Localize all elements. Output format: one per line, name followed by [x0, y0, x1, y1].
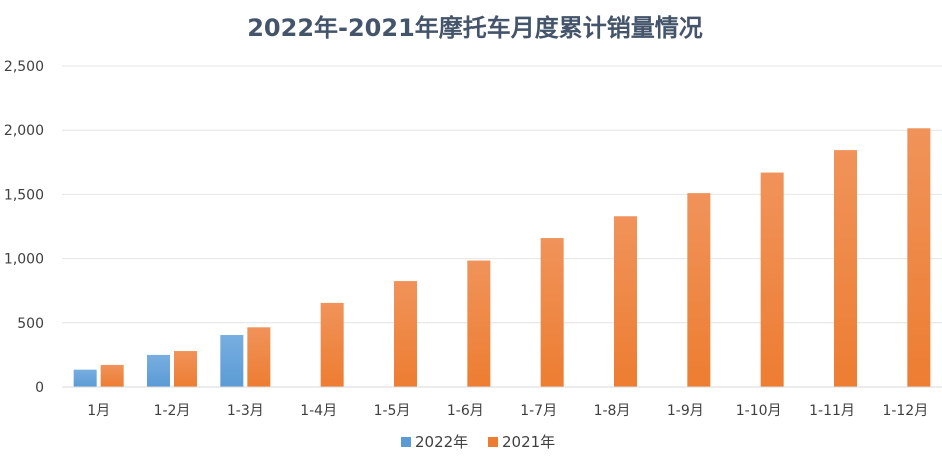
- gridlines: [62, 65, 942, 324]
- legend-label-2021: 2021年: [502, 433, 555, 451]
- y-axis-ticks: 0 500 1,000 1,500 2,000 2,500: [4, 59, 44, 396]
- y-tick-label: 2,000: [4, 123, 44, 139]
- y-tick-label: 0: [35, 380, 44, 396]
- x-axis-ticks: 1月 1-2月 1-3月 1-4月 1-5月 1-6月 1-7月 1-8月 1-9月 1-10月 1…: [87, 403, 928, 419]
- x-tick-label: 1-11月: [809, 403, 855, 419]
- bar-2021年-1-5月: [394, 281, 417, 387]
- y-tick-label: 500: [17, 316, 44, 332]
- x-tick-label: 1月: [87, 403, 110, 419]
- x-tick-label: 1-10月: [736, 403, 782, 419]
- y-tick-label: 1,500: [4, 187, 44, 203]
- x-tick-label: 1-12月: [882, 403, 928, 419]
- bar-2021年-1-12月: [907, 128, 931, 388]
- bar-2021年-1-4月: [320, 302, 344, 387]
- x-tick-label: 1-5月: [374, 403, 411, 419]
- bar-2021年-1-9月: [687, 193, 711, 387]
- bar-2021年-1-6月: [467, 260, 491, 387]
- bar-2022年-1-2月: [147, 354, 170, 387]
- x-tick-label: 1-7月: [520, 403, 557, 419]
- x-tick-label: 1-6月: [447, 403, 484, 419]
- bar-2021年-1-3月: [247, 327, 271, 387]
- bar-2021年-1-11月: [834, 150, 857, 387]
- bar-2021年-1-7月: [540, 238, 564, 387]
- legend-swatch-2022: [401, 437, 411, 447]
- chart-title: 2022年-2021年摩托车月度累计销量情况: [247, 14, 703, 42]
- bar-2022年-1-3月: [220, 334, 244, 387]
- bar-2021年-1-10月: [760, 172, 784, 387]
- x-tick-label: 1-3月: [227, 403, 264, 419]
- x-tick-label: 1-4月: [300, 403, 337, 419]
- bar-2021年-1-2月: [174, 351, 197, 387]
- bars: [73, 128, 931, 388]
- y-tick-label: 2,500: [4, 59, 44, 75]
- bar-2022年-1月: [73, 369, 97, 387]
- legend-swatch-2021: [488, 437, 498, 447]
- x-tick-label: 1-8月: [594, 403, 631, 419]
- x-tick-label: 1-9月: [667, 403, 704, 419]
- y-tick-label: 1,000: [4, 252, 44, 268]
- legend-label-2022: 2022年: [415, 433, 468, 451]
- legend: 2022年 2021年: [401, 433, 555, 451]
- x-tick-label: 1-2月: [154, 403, 191, 419]
- bar-2021年-1-8月: [614, 216, 637, 387]
- bar-2021年-1月: [100, 364, 124, 387]
